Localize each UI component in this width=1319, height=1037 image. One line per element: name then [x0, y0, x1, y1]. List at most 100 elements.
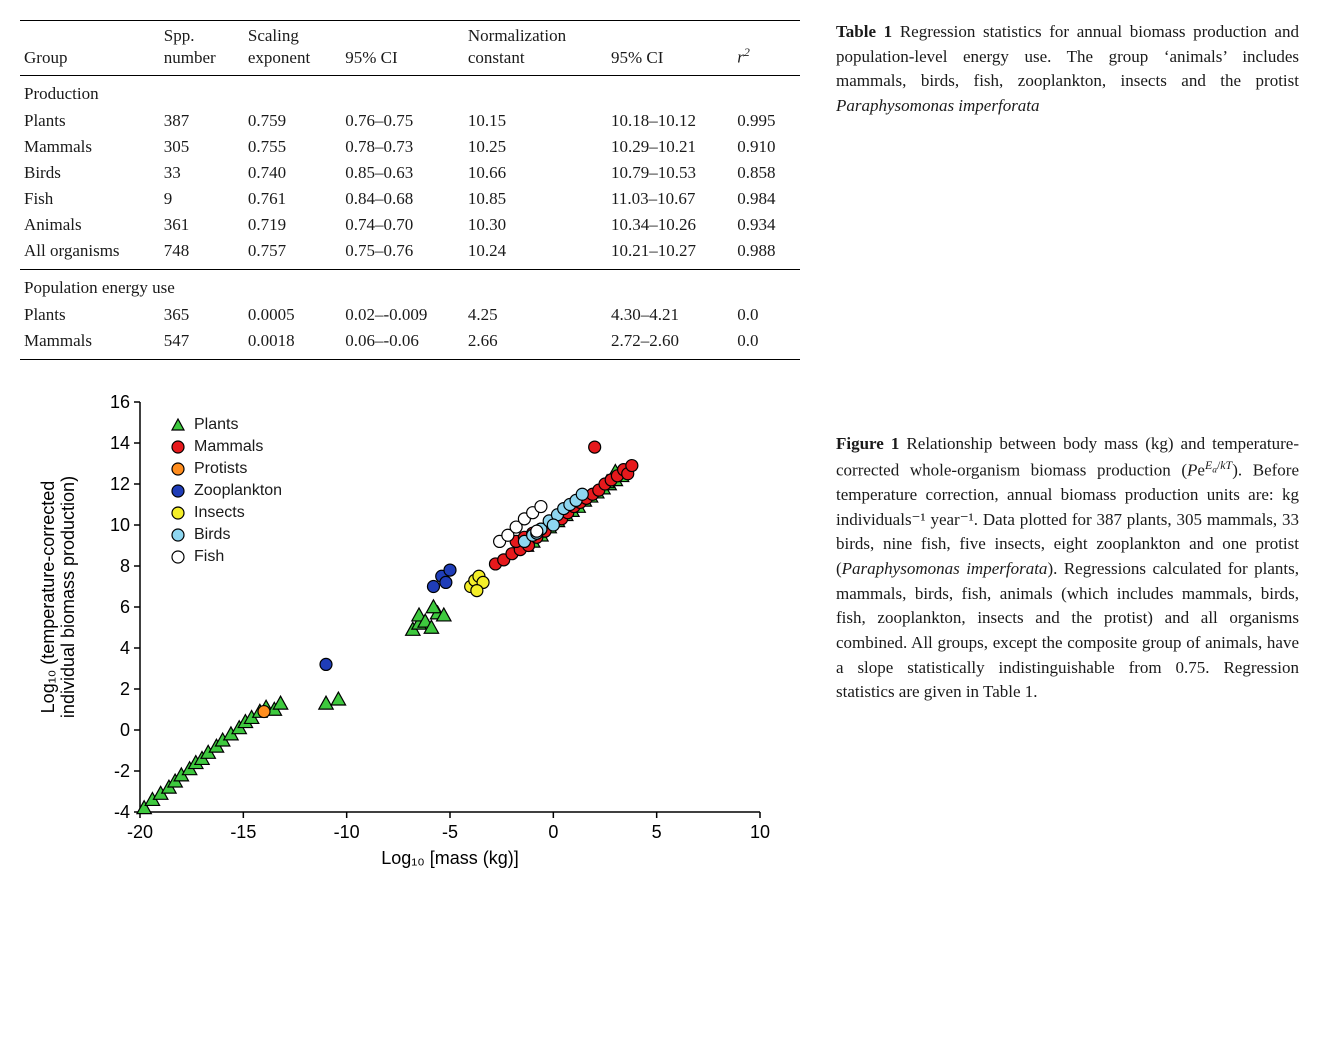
- svg-text:16: 16: [110, 392, 130, 412]
- cell-ci2: 4.30–4.21: [607, 302, 733, 328]
- cell-spp: 305: [160, 134, 244, 160]
- legend-label: Plants: [194, 416, 238, 434]
- legend-marker-icon: [170, 483, 186, 499]
- cell-exp: 0.719: [244, 212, 341, 238]
- cell-ci2: 10.18–10.12: [607, 108, 733, 134]
- svg-text:6: 6: [120, 597, 130, 617]
- cell-ci1: 0.84–0.68: [341, 186, 464, 212]
- cell-r2: 0.988: [733, 238, 800, 270]
- cell-spp: 365: [160, 302, 244, 328]
- legend-item: Birds: [170, 524, 282, 546]
- cell-norm: 10.85: [464, 186, 607, 212]
- cell-norm: 10.24: [464, 238, 607, 270]
- col-norm: Normalizationconstant: [464, 21, 607, 76]
- cell-group: Plants: [20, 302, 160, 328]
- cell-exp: 0.0005: [244, 302, 341, 328]
- cell-ci2: 10.79–10.53: [607, 160, 733, 186]
- cell-ci2: 10.29–10.21: [607, 134, 733, 160]
- col-group: Group: [20, 21, 160, 76]
- cell-r2: 0.910: [733, 134, 800, 160]
- cell-spp: 361: [160, 212, 244, 238]
- legend-marker-icon: [170, 461, 186, 477]
- table-row: All organisms7480.7570.75–0.7610.2410.21…: [20, 238, 800, 270]
- legend-label: Birds: [194, 526, 230, 544]
- chart-legend: Plants Mammals Protists Zooplankton Insects B…: [170, 414, 282, 568]
- scatter-figure: -4-20246810121416-20-15-10-50510Log₁₀ [m…: [20, 392, 800, 872]
- legend-label: Zooplankton: [194, 482, 282, 500]
- cell-ci2: 11.03–10.67: [607, 186, 733, 212]
- svg-text:Log₁₀ (temperature-corrected: Log₁₀ (temperature-corrected: [38, 481, 58, 714]
- cell-exp: 0.740: [244, 160, 341, 186]
- table-row: Fish90.7610.84–0.6810.8511.03–10.670.984: [20, 186, 800, 212]
- table-section-title: Production: [20, 76, 800, 109]
- legend-marker-icon: [170, 417, 186, 433]
- legend-marker-icon: [170, 439, 186, 455]
- legend-item: Zooplankton: [170, 480, 282, 502]
- cell-group: All organisms: [20, 238, 160, 270]
- legend-marker-icon: [170, 527, 186, 543]
- cell-ci1: 0.78–0.73: [341, 134, 464, 160]
- cell-group: Fish: [20, 186, 160, 212]
- cell-spp: 387: [160, 108, 244, 134]
- cell-ci1: 0.06–-0.06: [341, 328, 464, 360]
- cell-r2: 0.858: [733, 160, 800, 186]
- scatter-chart-svg: -4-20246810121416-20-15-10-50510Log₁₀ [m…: [20, 392, 780, 872]
- cell-spp: 33: [160, 160, 244, 186]
- svg-text:4: 4: [120, 638, 130, 658]
- figure-caption-lead: Figure 1: [836, 434, 899, 453]
- cell-r2: 0.0: [733, 328, 800, 360]
- legend-label: Protists: [194, 460, 247, 478]
- legend-item: Mammals: [170, 436, 282, 458]
- svg-text:-20: -20: [127, 822, 153, 842]
- figure-caption-species: Paraphysomonas imperforata: [842, 559, 1048, 578]
- svg-text:-10: -10: [334, 822, 360, 842]
- legend-marker-icon: [170, 549, 186, 565]
- col-ci2: 95% CI: [607, 21, 733, 76]
- legend-item: Insects: [170, 502, 282, 524]
- stats-table: Group Spp.number Scalingexponent 95% CI …: [20, 20, 800, 360]
- cell-group: Mammals: [20, 328, 160, 360]
- col-ci1: 95% CI: [341, 21, 464, 76]
- cell-r2: 0.995: [733, 108, 800, 134]
- table-row: Animals3610.7190.74–0.7010.3010.34–10.26…: [20, 212, 800, 238]
- cell-norm: 10.30: [464, 212, 607, 238]
- col-exponent: Scalingexponent: [244, 21, 341, 76]
- table-header-row: Group Spp.number Scalingexponent 95% CI …: [20, 21, 800, 76]
- table-row: Plants3650.00050.02–-0.0094.254.30–4.210…: [20, 302, 800, 328]
- table-section-title: Population energy use: [20, 270, 800, 303]
- legend-label: Insects: [194, 504, 245, 522]
- col-spp: Spp.number: [160, 21, 244, 76]
- cell-group: Mammals: [20, 134, 160, 160]
- cell-exp: 0.755: [244, 134, 341, 160]
- legend-label: Fish: [194, 548, 224, 566]
- table-caption-body: Regression statistics for annual biomass…: [836, 22, 1299, 90]
- svg-text:-4: -4: [114, 802, 130, 822]
- cell-r2: 0.934: [733, 212, 800, 238]
- svg-text:0: 0: [120, 720, 130, 740]
- regression-table: Group Spp.number Scalingexponent 95% CI …: [20, 20, 800, 360]
- svg-text:2: 2: [120, 679, 130, 699]
- svg-text:-5: -5: [442, 822, 458, 842]
- cell-norm: 10.25: [464, 134, 607, 160]
- table-caption-lead: Table 1: [836, 22, 892, 41]
- cell-spp: 9: [160, 186, 244, 212]
- cell-ci1: 0.02–-0.009: [341, 302, 464, 328]
- cell-norm: 4.25: [464, 302, 607, 328]
- svg-text:10: 10: [750, 822, 770, 842]
- cell-ci2: 10.34–10.26: [607, 212, 733, 238]
- legend-item: Plants: [170, 414, 282, 436]
- cell-ci1: 0.74–0.70: [341, 212, 464, 238]
- svg-text:12: 12: [110, 474, 130, 494]
- cell-ci2: 10.21–10.27: [607, 238, 733, 270]
- cell-ci2: 2.72–2.60: [607, 328, 733, 360]
- cell-ci1: 0.76–0.75: [341, 108, 464, 134]
- cell-group: Birds: [20, 160, 160, 186]
- svg-text:14: 14: [110, 433, 130, 453]
- table-row: Mammals3050.7550.78–0.7310.2510.29–10.21…: [20, 134, 800, 160]
- cell-exp: 0.761: [244, 186, 341, 212]
- table-row: Birds330.7400.85–0.6310.6610.79–10.530.8…: [20, 160, 800, 186]
- svg-text:-15: -15: [230, 822, 256, 842]
- figure-caption-b3: ). Regressions calculated for plants, ma…: [836, 559, 1299, 701]
- cell-spp: 748: [160, 238, 244, 270]
- cell-norm: 10.15: [464, 108, 607, 134]
